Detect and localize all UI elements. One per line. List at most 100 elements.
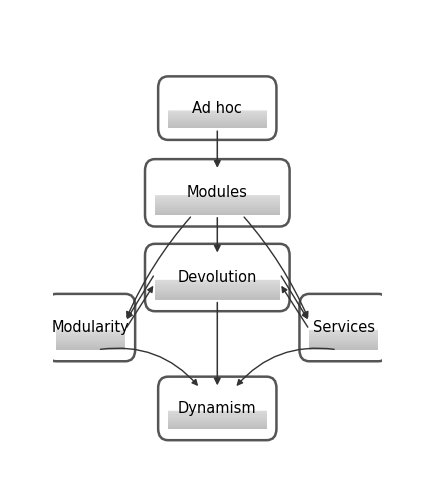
FancyArrowPatch shape (100, 348, 197, 385)
Bar (310, 334, 378, 336)
Bar (155, 268, 280, 271)
Bar (155, 177, 280, 180)
Bar (310, 314, 378, 316)
Bar (168, 102, 267, 104)
Bar (168, 126, 267, 128)
Bar (155, 212, 280, 215)
Bar (168, 112, 267, 114)
Bar (155, 174, 280, 178)
Bar (155, 288, 280, 291)
FancyArrowPatch shape (127, 217, 190, 317)
Text: Devolution: Devolution (178, 270, 257, 285)
FancyArrowPatch shape (128, 276, 153, 318)
Bar (56, 325, 126, 328)
Bar (168, 388, 267, 390)
Bar (155, 284, 280, 286)
Bar (168, 400, 267, 402)
Bar (310, 338, 378, 341)
Bar (155, 275, 280, 278)
Bar (155, 290, 280, 293)
Bar (168, 396, 267, 398)
Bar (155, 297, 280, 300)
FancyArrowPatch shape (237, 348, 334, 385)
Bar (310, 332, 378, 334)
Bar (155, 260, 280, 262)
Bar (168, 92, 267, 94)
Bar (56, 340, 126, 343)
Bar (56, 347, 126, 350)
Bar (168, 416, 267, 418)
Bar (310, 316, 378, 318)
Bar (56, 330, 126, 332)
Bar (168, 98, 267, 100)
Bar (155, 257, 280, 260)
Bar (168, 88, 267, 90)
Bar (155, 172, 280, 175)
Bar (310, 308, 378, 310)
Bar (56, 310, 126, 312)
Bar (310, 345, 378, 348)
Bar (155, 206, 280, 208)
Text: Dynamism: Dynamism (178, 401, 257, 416)
Bar (155, 186, 280, 188)
Bar (310, 312, 378, 314)
Bar (168, 410, 267, 412)
FancyArrowPatch shape (215, 131, 220, 166)
Bar (168, 90, 267, 92)
Bar (168, 116, 267, 118)
Bar (155, 192, 280, 195)
Bar (168, 414, 267, 416)
Bar (168, 402, 267, 404)
Bar (168, 94, 267, 96)
Bar (155, 190, 280, 193)
Bar (155, 184, 280, 186)
Bar (56, 320, 126, 323)
Bar (155, 188, 280, 190)
FancyBboxPatch shape (166, 387, 268, 410)
Bar (168, 418, 267, 420)
Bar (155, 197, 280, 200)
Bar (155, 204, 280, 206)
Bar (155, 295, 280, 298)
Bar (155, 292, 280, 295)
Bar (168, 404, 267, 406)
FancyArrowPatch shape (215, 302, 220, 384)
Bar (56, 345, 126, 348)
Bar (155, 286, 280, 288)
Bar (168, 412, 267, 414)
Text: Modularity: Modularity (52, 320, 130, 335)
Bar (56, 314, 126, 316)
Bar (310, 347, 378, 350)
Bar (310, 336, 378, 338)
FancyArrowPatch shape (281, 276, 307, 318)
Bar (310, 310, 378, 312)
Bar (168, 398, 267, 400)
Bar (155, 280, 280, 282)
Bar (155, 282, 280, 284)
Bar (155, 210, 280, 212)
Bar (168, 96, 267, 98)
Bar (310, 325, 378, 328)
Bar (310, 342, 378, 345)
Bar (168, 406, 267, 408)
FancyBboxPatch shape (153, 254, 282, 280)
Bar (56, 316, 126, 318)
Bar (155, 199, 280, 202)
Bar (56, 327, 126, 330)
FancyArrowPatch shape (127, 287, 153, 327)
Bar (168, 120, 267, 122)
Bar (56, 342, 126, 345)
Bar (155, 266, 280, 268)
Bar (155, 194, 280, 198)
Bar (168, 422, 267, 424)
Bar (310, 318, 378, 321)
FancyArrowPatch shape (244, 217, 308, 317)
Bar (168, 118, 267, 120)
Bar (168, 392, 267, 394)
Text: Ad hoc: Ad hoc (192, 100, 242, 116)
Bar (168, 108, 267, 110)
Bar (310, 327, 378, 330)
FancyBboxPatch shape (153, 170, 282, 195)
Bar (168, 424, 267, 426)
Bar (310, 305, 378, 308)
